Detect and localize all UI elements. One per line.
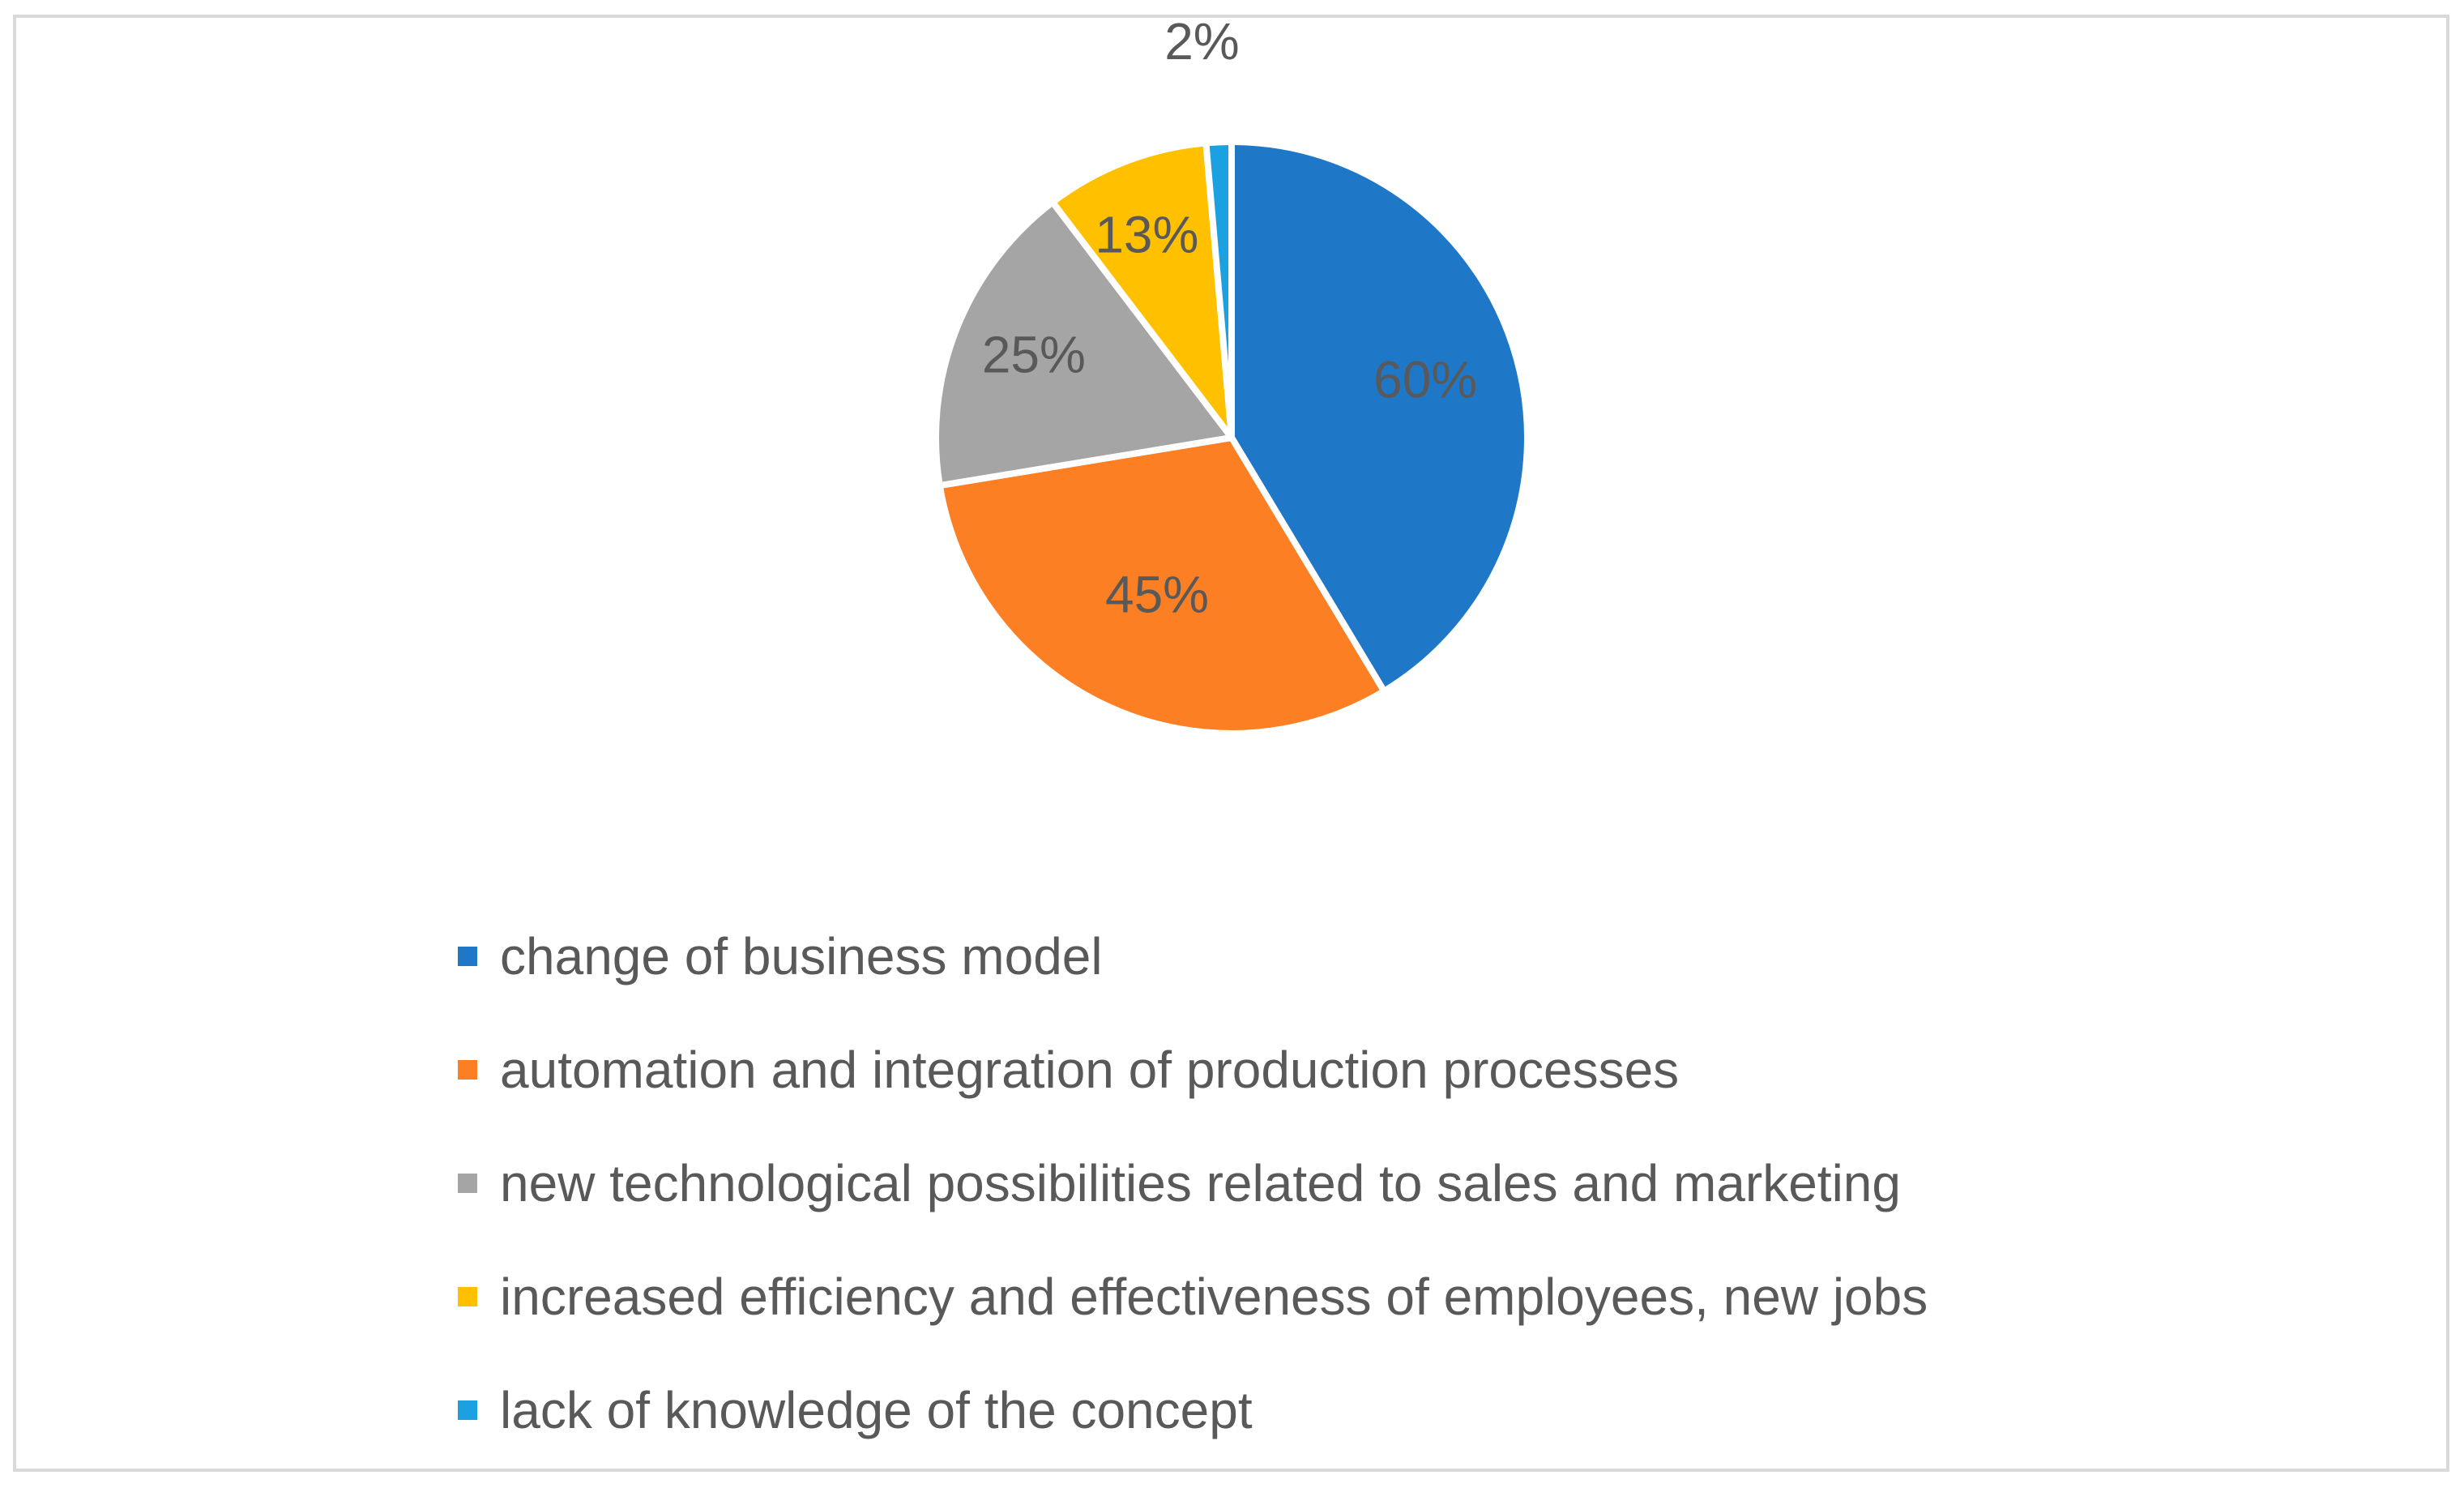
legend-label: lack of knowledge of the concept: [500, 1381, 1253, 1439]
legend-label: change of business model: [500, 927, 1103, 986]
legend-swatch: [458, 947, 477, 966]
legend-item: increased efficiency and effectiveness o…: [458, 1240, 2419, 1353]
legend-item: automation and integration of production…: [458, 1013, 2419, 1127]
pie-data-label: 45%: [1105, 566, 1209, 624]
legend-item: lack of knowledge of the concept: [458, 1353, 2419, 1467]
legend-item: change of business model: [458, 900, 2419, 1013]
legend-label: automation and integration of production…: [500, 1041, 1680, 1099]
pie-slice: [936, 434, 1388, 737]
pie-slice: [1202, 139, 1235, 441]
legend-swatch: [458, 1287, 477, 1306]
pie-data-label: 13%: [1095, 206, 1198, 264]
pie-slices: [933, 139, 1531, 737]
legend: change of business model automation and …: [458, 900, 2419, 1467]
pie-data-label: 2%: [1164, 12, 1240, 71]
pie-slice: [1049, 139, 1235, 441]
legend-swatch: [458, 1174, 477, 1193]
legend-item: new technological possibilities related …: [458, 1127, 2419, 1240]
pie-slice: [933, 199, 1235, 490]
legend-swatch: [458, 1060, 477, 1080]
legend-label: new technological possibilities related …: [500, 1154, 1901, 1212]
legend-swatch: [458, 1400, 477, 1420]
pie-data-labels: 60% 45% 25% 13% 2%: [982, 12, 1477, 624]
pie-data-label: 60%: [1373, 351, 1477, 409]
pie-slice: [1228, 139, 1531, 695]
legend-label: increased efficiency and effectiveness o…: [500, 1268, 1928, 1326]
pie-data-label: 25%: [982, 326, 1086, 384]
